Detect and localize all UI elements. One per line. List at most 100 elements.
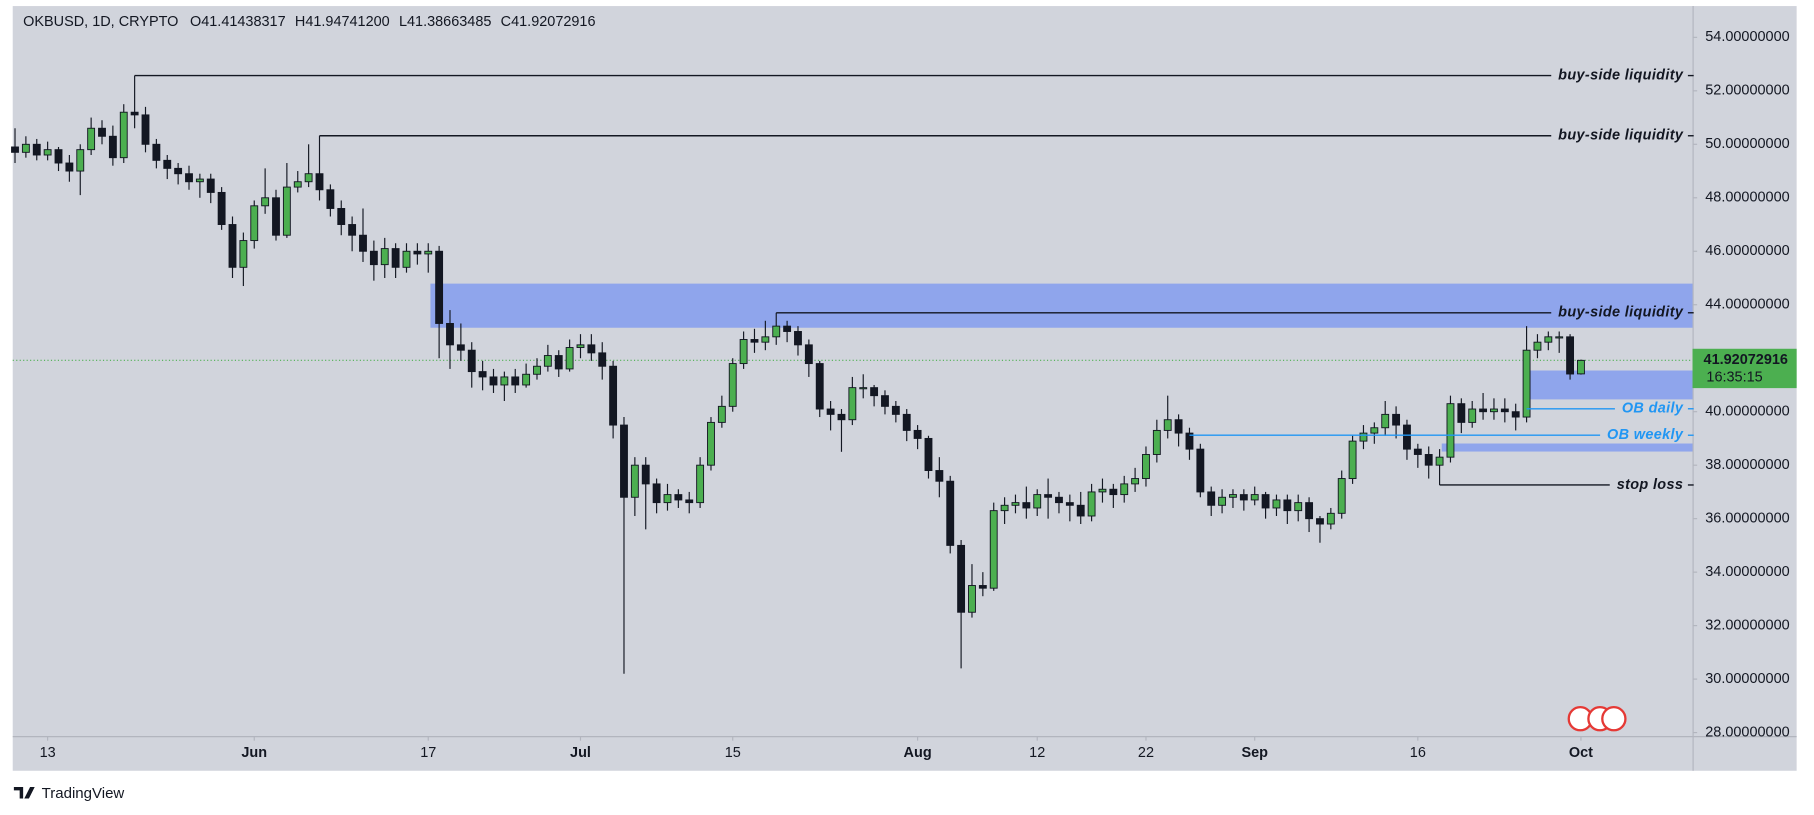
chart-header: OKBUSD, 1D, CRYPTO O41.41438317 H41.947412… xyxy=(23,14,595,30)
candle-body xyxy=(32,143,41,156)
candle-body xyxy=(1174,419,1183,434)
candle-body xyxy=(1120,483,1129,496)
candle-body xyxy=(576,344,585,348)
candle-body xyxy=(946,480,955,546)
candle-body xyxy=(1055,496,1063,504)
candle-body xyxy=(1446,403,1455,458)
ohlc-low: L41.38663485 xyxy=(399,14,491,30)
level-label: OB daily xyxy=(1622,401,1684,417)
candle-body xyxy=(881,395,889,407)
candle-body xyxy=(1294,502,1303,512)
candle-body xyxy=(1131,478,1140,485)
candle-body xyxy=(783,325,792,332)
candle-body xyxy=(152,143,161,161)
candle-body xyxy=(337,208,346,225)
x-tick-label: 17 xyxy=(420,745,436,761)
x-tick-label: 22 xyxy=(1138,745,1154,761)
candle-body xyxy=(1435,456,1444,466)
candle-body xyxy=(891,405,900,415)
candle-body xyxy=(674,494,683,501)
candle-body xyxy=(369,250,378,266)
candle-body xyxy=(478,371,487,378)
candle-body xyxy=(663,494,672,504)
candle-body xyxy=(717,405,726,423)
candle-body xyxy=(1348,440,1357,480)
order-block-zone xyxy=(1441,443,1693,452)
candle-body xyxy=(641,464,650,485)
level-label: buy-side liquidity xyxy=(1558,67,1684,83)
candle-body xyxy=(1283,499,1292,512)
x-tick-label: Aug xyxy=(904,745,932,761)
candle-body xyxy=(402,250,411,268)
candle-body xyxy=(728,363,737,407)
candle-body xyxy=(163,159,172,169)
level-label: stop loss xyxy=(1617,477,1684,493)
y-tick-label: 48.00000000 xyxy=(1705,190,1789,206)
candle-body xyxy=(696,464,705,504)
y-tick-label: 28.00000000 xyxy=(1705,724,1789,740)
candle-body xyxy=(761,336,770,343)
y-tick-label: 46.00000000 xyxy=(1705,243,1789,259)
candle-body xyxy=(1044,494,1053,498)
candle-body xyxy=(1250,494,1259,501)
flag-icon xyxy=(1601,705,1627,732)
candle-body xyxy=(1544,336,1553,343)
logo-mark xyxy=(13,786,35,799)
candle-body xyxy=(380,248,389,266)
countdown-label: 16:35:15 xyxy=(1706,370,1762,386)
candle-body xyxy=(1087,491,1096,517)
candle-body xyxy=(304,173,313,183)
candle-body xyxy=(261,197,270,207)
candle-body xyxy=(206,178,215,193)
candle-body xyxy=(1152,429,1161,455)
candle-body xyxy=(250,205,259,242)
x-tick-label: 16 xyxy=(1410,745,1426,761)
price-label: 41.92072916 xyxy=(1704,352,1788,368)
x-tick-label: Sep xyxy=(1241,745,1268,761)
candle-body xyxy=(141,114,150,145)
candle-body xyxy=(1305,502,1314,520)
candle-body xyxy=(750,339,759,343)
candle-body xyxy=(1229,494,1237,498)
candle-body xyxy=(228,224,237,268)
candle-body xyxy=(293,181,302,188)
x-tick-label: Oct xyxy=(1569,745,1593,761)
chart-background xyxy=(12,6,1797,771)
candle-body xyxy=(848,387,857,421)
candle-body xyxy=(935,470,944,482)
candle-body xyxy=(1142,454,1150,480)
y-tick-label: 34.00000000 xyxy=(1705,564,1789,580)
candle-body xyxy=(1381,413,1390,429)
candle-body xyxy=(554,355,563,370)
candle-body xyxy=(119,111,128,159)
candle-body xyxy=(1076,504,1085,517)
candle-body xyxy=(54,149,63,164)
y-tick-label: 50.00000000 xyxy=(1705,136,1789,152)
candle-body xyxy=(1522,349,1531,418)
candle-body xyxy=(685,499,694,504)
candle-body xyxy=(87,127,96,151)
candle-body xyxy=(772,325,781,338)
candle-body xyxy=(446,322,454,346)
candle-body xyxy=(1359,432,1368,442)
candle-body xyxy=(1468,408,1477,423)
symbol: OKBUSD, 1D, CRYPTO xyxy=(23,14,178,30)
candle-body xyxy=(195,178,204,183)
candle-body xyxy=(1163,419,1172,431)
candle-body xyxy=(1098,488,1107,493)
candle-body xyxy=(11,146,19,153)
candle-body xyxy=(272,197,280,236)
candle-body xyxy=(456,344,465,351)
candle-body xyxy=(902,413,911,431)
candle-body xyxy=(1392,413,1401,426)
candle-body xyxy=(1109,488,1118,496)
x-tick-label: Jun xyxy=(241,745,267,761)
candle-body xyxy=(424,250,433,255)
candle-body xyxy=(652,483,661,504)
candle-body xyxy=(1479,408,1488,413)
candle-body xyxy=(1370,427,1379,434)
candle-body xyxy=(1326,512,1335,525)
candle-body xyxy=(804,344,813,365)
candle-body xyxy=(435,250,444,324)
